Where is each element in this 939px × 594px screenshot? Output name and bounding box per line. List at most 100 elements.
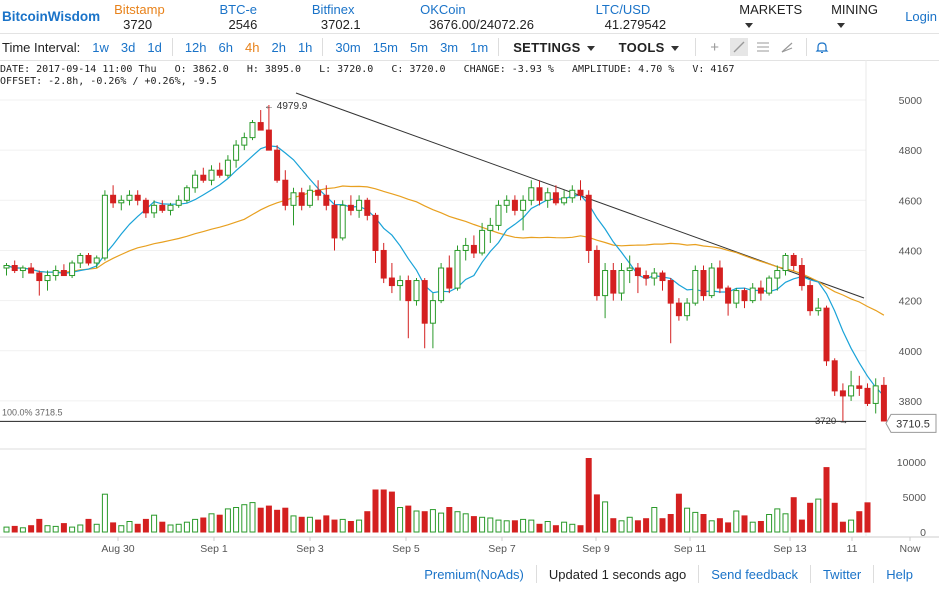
volume-bar xyxy=(741,515,748,533)
volume-bar xyxy=(716,518,723,533)
interval-30m[interactable]: 30m xyxy=(335,39,361,55)
interval-15m[interactable]: 15m xyxy=(372,39,398,55)
candle-body xyxy=(552,192,559,204)
candle-body xyxy=(315,189,322,196)
time-tick-label: 11 xyxy=(847,543,858,555)
volume-bar xyxy=(151,514,158,533)
candle-body xyxy=(626,267,633,272)
candle-body xyxy=(200,174,207,181)
draw-tool-glyph xyxy=(781,42,793,53)
exchange-name: Bitstamp xyxy=(114,1,165,17)
volume-bar xyxy=(864,502,871,533)
help-link[interactable]: Help xyxy=(886,566,913,582)
candle-body xyxy=(298,192,305,206)
time-tick-label: Sep 1 xyxy=(200,543,228,555)
candle-body xyxy=(561,197,568,204)
premium-link[interactable]: Premium(NoAds) xyxy=(424,566,524,582)
volume-bar xyxy=(208,513,215,533)
candle-body xyxy=(110,194,117,204)
candle-body xyxy=(85,254,92,264)
interval-1d[interactable]: 1d xyxy=(147,39,162,55)
candle-body xyxy=(774,270,781,279)
markets-menu[interactable]: MARKETS xyxy=(739,2,815,32)
volume-bar xyxy=(315,519,322,533)
volume-bar xyxy=(823,467,830,533)
volume-bar xyxy=(183,521,190,533)
candle-body xyxy=(725,287,732,304)
volume-bar xyxy=(839,521,846,533)
volume-tick-label: 10000 xyxy=(897,457,926,469)
candle-body xyxy=(544,192,551,201)
interval-6h[interactable]: 6h xyxy=(218,39,233,55)
candle-body xyxy=(757,287,764,294)
interval-1m[interactable]: 1m xyxy=(470,39,489,55)
twitter-link[interactable]: Twitter xyxy=(822,566,862,582)
candle-body xyxy=(224,159,231,176)
feedback-link[interactable]: Send feedback xyxy=(711,566,798,582)
volume-bar xyxy=(552,525,559,533)
volume-bar xyxy=(118,525,125,533)
volume-bar xyxy=(708,520,715,533)
price-tick-label: 4400 xyxy=(899,245,923,257)
settings-menu[interactable]: SETTINGS xyxy=(513,40,595,55)
interval-3d[interactable]: 3d xyxy=(120,39,136,55)
volume-bar xyxy=(11,525,18,533)
mining-menu[interactable]: MINING xyxy=(831,2,891,32)
divider xyxy=(809,565,811,583)
interval-1h[interactable]: 1h xyxy=(297,39,313,55)
interval-3m[interactable]: 3m xyxy=(440,39,459,55)
candle-body xyxy=(52,270,59,277)
price-chart[interactable]: 5000 4800 4600 4400 4200 4000 3800 10000 5000 0 10… xyxy=(0,60,939,560)
tools-menu[interactable]: TOOLS xyxy=(619,40,679,55)
price-tick-label: 3800 xyxy=(899,396,923,408)
current-price-marker xyxy=(885,413,937,433)
candle-body xyxy=(807,285,814,312)
draw-tool-icon[interactable] xyxy=(778,38,796,56)
candle-body xyxy=(733,290,740,304)
exchange-bitfinex[interactable]: Bitfinex 3702.1 xyxy=(312,2,406,32)
volume-bar xyxy=(618,520,625,533)
exchange-ltcusd[interactable]: LTC/USD 41.279542 xyxy=(596,2,724,32)
candle-body xyxy=(257,122,264,131)
divider xyxy=(535,565,537,583)
candle-body xyxy=(134,194,141,201)
candle-body xyxy=(77,254,84,264)
candle-body xyxy=(28,267,35,274)
volume-bar xyxy=(60,523,67,533)
candle-body xyxy=(167,204,174,211)
volume-bar xyxy=(593,494,600,533)
bell-glyph xyxy=(815,42,829,53)
candle-body xyxy=(208,169,215,181)
interval-1w[interactable]: 1w xyxy=(92,39,109,55)
login-link[interactable]: Login xyxy=(905,9,937,24)
volume-bar xyxy=(528,519,535,533)
candle-body xyxy=(282,179,289,206)
volume-bar xyxy=(782,513,789,533)
interval-12h[interactable]: 12h xyxy=(184,39,207,55)
exchange-okcoin[interactable]: OKCoin 3676.00/24072.26 xyxy=(420,2,582,32)
exchange-bitstamp[interactable]: Bitstamp 3720 xyxy=(114,2,205,32)
volume-bar xyxy=(233,507,240,533)
tools-label: TOOLS xyxy=(618,39,665,55)
exchange-btce[interactable]: BTC-e 2546 xyxy=(219,2,297,32)
candle-body xyxy=(265,129,272,151)
fib-tool-icon[interactable] xyxy=(754,38,772,56)
candle-body xyxy=(405,280,412,302)
crosshair-icon[interactable]: + xyxy=(710,38,720,56)
exchange-price: 3702.1 xyxy=(320,16,361,32)
candle-body xyxy=(93,257,100,264)
candle-body xyxy=(19,267,26,272)
interval-4h[interactable]: 4h xyxy=(245,39,260,55)
interval-2h[interactable]: 2h xyxy=(271,39,286,55)
bell-icon[interactable] xyxy=(813,38,831,56)
candle-body xyxy=(339,204,346,239)
top-bar: BitcoinWisdom Bitstamp 3720 BTC-e 2546 B… xyxy=(0,0,939,34)
brand-logo[interactable]: BitcoinWisdom xyxy=(2,9,101,24)
volume-bar xyxy=(142,518,149,533)
exchange-name: BTC-e xyxy=(219,1,258,17)
line-tool-icon[interactable] xyxy=(729,38,748,56)
candle-body xyxy=(101,194,108,259)
interval-5m[interactable]: 5m xyxy=(410,39,429,55)
candle-body xyxy=(790,254,797,267)
ma-fast-line xyxy=(6,145,885,397)
